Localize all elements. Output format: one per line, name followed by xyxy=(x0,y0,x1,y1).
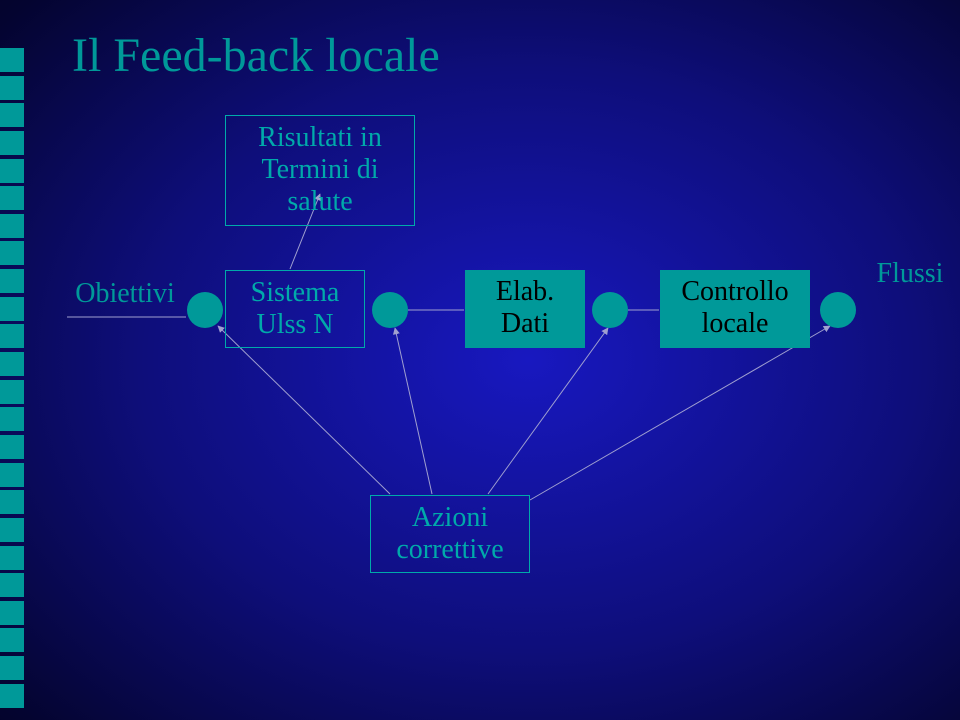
node-flussi-text: Flussi xyxy=(877,258,944,289)
edge-line xyxy=(218,326,390,494)
node-sistema-line1: Sistema xyxy=(251,277,340,308)
connector-circle-sistema-right xyxy=(372,292,408,328)
node-azioni: Azioni correttive xyxy=(370,495,530,573)
node-elab-line2: Dati xyxy=(501,308,549,339)
edge-line xyxy=(488,328,608,494)
connector-circle-controllo-right xyxy=(820,292,856,328)
edge-line xyxy=(530,326,830,500)
connector-circle-sistema-left xyxy=(187,292,223,328)
node-risultati-line1: Risultati in xyxy=(258,122,382,153)
node-sistema: Sistema Ulss N xyxy=(225,270,365,348)
node-obiettivi: Obiettivi xyxy=(60,278,190,318)
node-risultati: Risultati in Termini di salute xyxy=(225,115,415,226)
node-controllo: Controllo locale xyxy=(660,270,810,348)
node-elab-line1: Elab. xyxy=(496,276,554,307)
node-azioni-line2: correttive xyxy=(396,534,503,565)
node-sistema-line2: Ulss N xyxy=(256,309,333,340)
node-controllo-line1: Controllo xyxy=(681,276,788,307)
diagram-edges xyxy=(0,0,960,720)
node-obiettivi-text: Obiettivi xyxy=(75,278,175,309)
node-flussi: Flussi xyxy=(865,258,955,298)
node-elab: Elab. Dati xyxy=(465,270,585,348)
node-controllo-line2: locale xyxy=(702,308,769,339)
node-risultati-line2: Termini di salute xyxy=(261,154,378,217)
node-azioni-line1: Azioni xyxy=(412,502,488,533)
edge-line xyxy=(395,328,432,494)
connector-circle-elab-right xyxy=(592,292,628,328)
